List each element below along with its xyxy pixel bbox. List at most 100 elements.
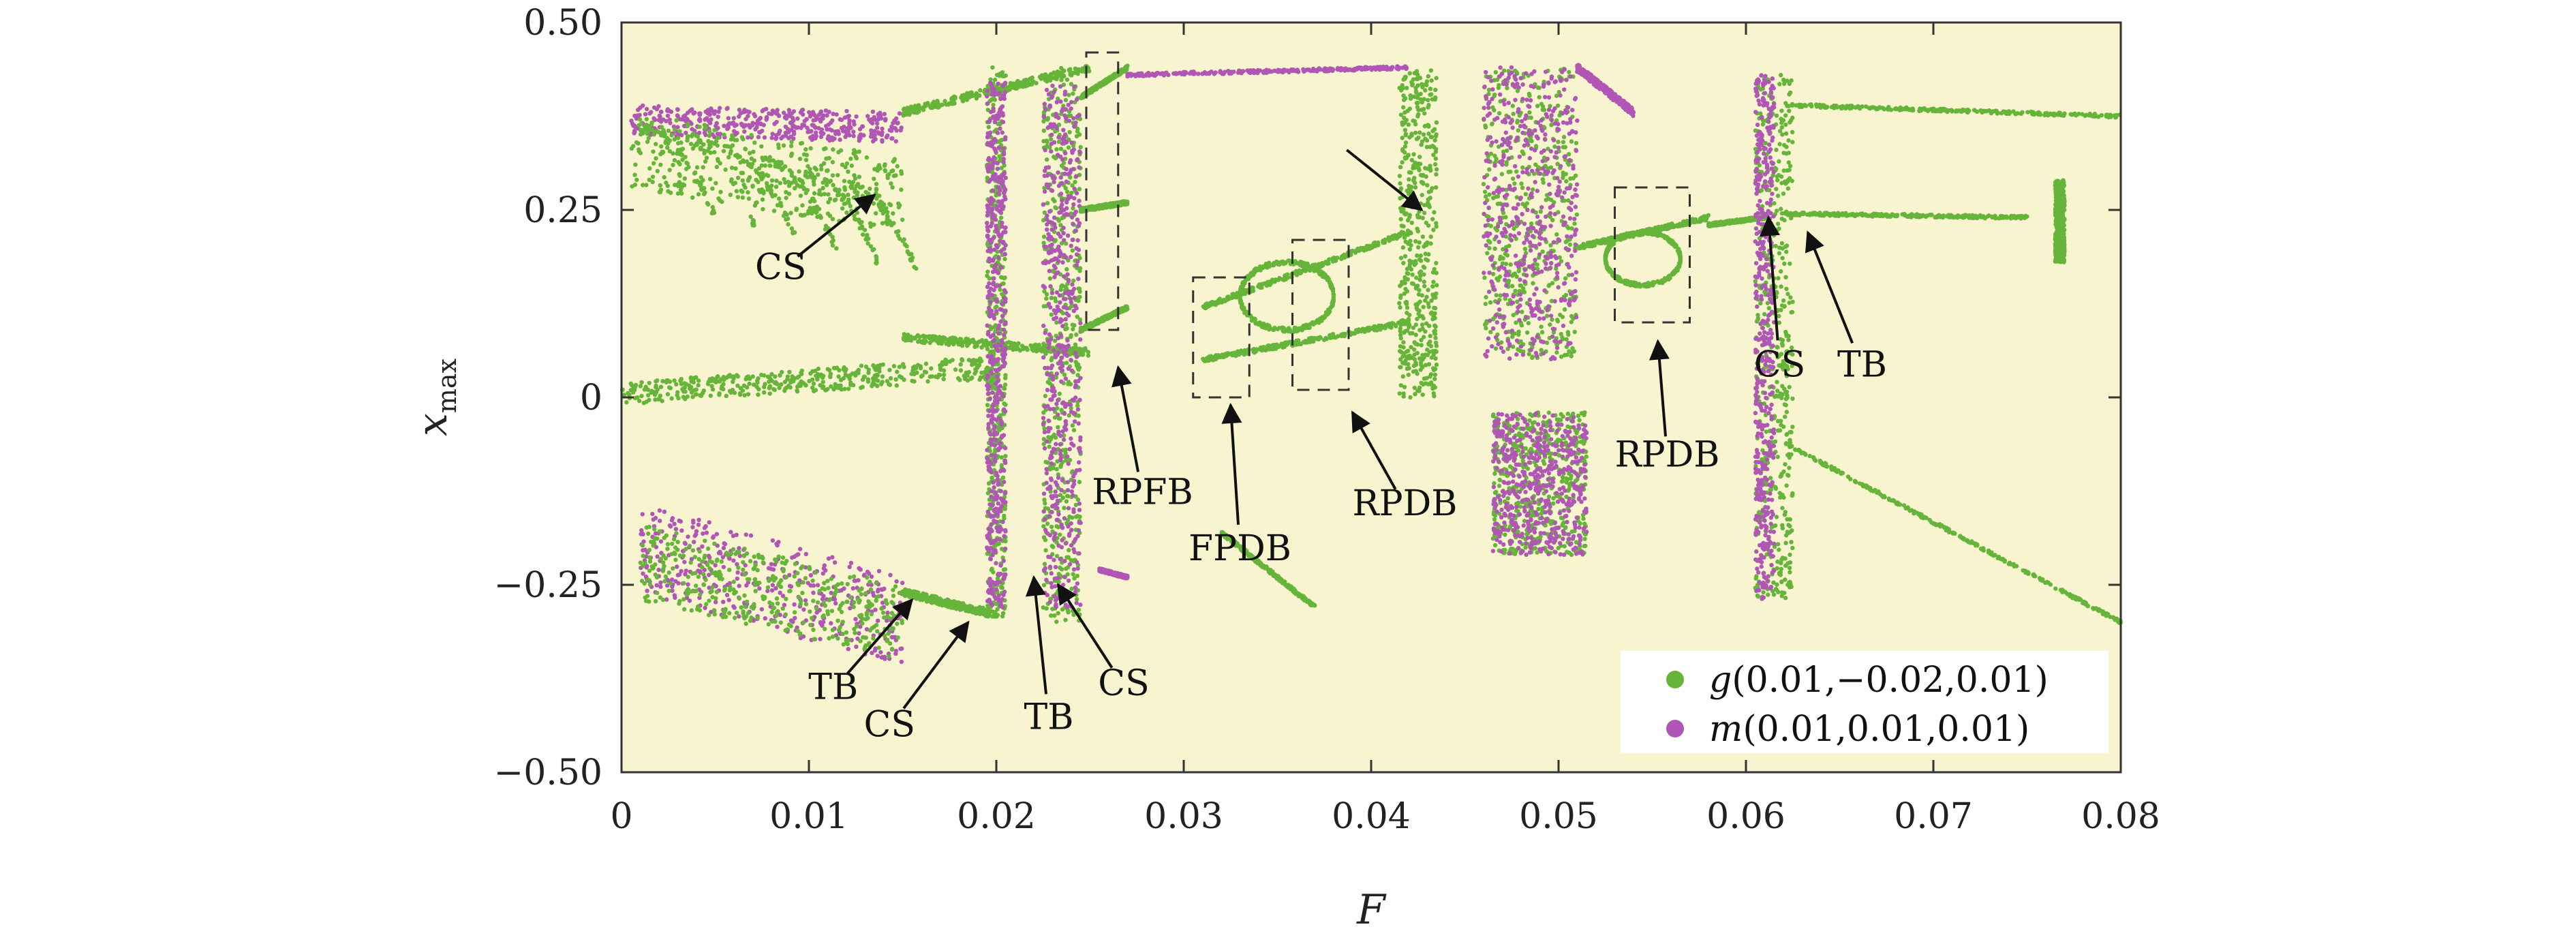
data-point xyxy=(992,457,998,462)
data-point xyxy=(742,593,747,598)
data-point xyxy=(1002,333,1007,337)
data-point xyxy=(1067,446,1072,452)
data-point xyxy=(1057,391,1062,396)
data-point xyxy=(1001,146,1006,151)
data-point xyxy=(645,139,650,144)
data-point xyxy=(859,592,864,597)
data-point xyxy=(935,375,940,380)
data-point xyxy=(645,588,649,593)
data-point xyxy=(1071,567,1077,572)
data-point xyxy=(828,120,833,125)
data-point xyxy=(1049,358,1054,363)
data-point xyxy=(880,362,886,367)
data-point xyxy=(1002,93,1007,98)
data-point xyxy=(998,215,1004,220)
data-point xyxy=(1056,425,1060,429)
data-point xyxy=(820,586,825,591)
data-point xyxy=(691,518,696,523)
data-point xyxy=(808,199,813,204)
data-point xyxy=(1054,442,1058,446)
data-point xyxy=(832,592,837,597)
data-point xyxy=(674,118,679,123)
data-point xyxy=(735,570,740,575)
data-point xyxy=(644,106,649,112)
data-point xyxy=(1003,402,1008,407)
data-point xyxy=(676,396,681,401)
data-point xyxy=(789,378,794,382)
data-point xyxy=(714,138,719,144)
data-point xyxy=(990,207,995,211)
data-point xyxy=(994,470,999,475)
data-point xyxy=(801,187,807,192)
data-point xyxy=(934,335,939,339)
data-point xyxy=(1044,138,1049,143)
data-point xyxy=(993,581,998,585)
data-point xyxy=(767,391,772,396)
data-point xyxy=(1059,65,1064,71)
data-point xyxy=(803,551,809,557)
data-point xyxy=(691,111,696,116)
data-point xyxy=(1067,130,1072,135)
data-point xyxy=(842,185,847,190)
data-point xyxy=(769,178,775,183)
data-point xyxy=(647,166,652,171)
data-point xyxy=(748,151,752,155)
data-point xyxy=(666,189,671,194)
data-point xyxy=(868,628,873,633)
data-point xyxy=(1071,309,1077,314)
data-point xyxy=(993,508,998,513)
data-point xyxy=(1055,69,1060,74)
data-point xyxy=(847,133,852,138)
data-point xyxy=(887,382,891,386)
data-point xyxy=(1000,596,1005,602)
data-point xyxy=(953,367,958,372)
data-point xyxy=(716,115,720,119)
data-point xyxy=(990,174,996,179)
data-point xyxy=(1049,290,1055,295)
data-point xyxy=(756,187,762,192)
data-point xyxy=(774,613,779,618)
data-point xyxy=(1047,514,1052,519)
data-point xyxy=(1071,427,1077,433)
data-point xyxy=(632,131,637,136)
data-point xyxy=(1058,84,1063,89)
data-point xyxy=(703,538,707,543)
data-point xyxy=(647,127,653,132)
data-point xyxy=(768,163,773,168)
data-point xyxy=(923,361,929,366)
data-point xyxy=(851,130,856,134)
data-point xyxy=(1075,566,1080,571)
data-point xyxy=(874,121,880,126)
data-point xyxy=(1045,531,1050,536)
data-point xyxy=(857,127,863,132)
data-point xyxy=(1062,558,1067,564)
data-point xyxy=(776,113,782,119)
data-point xyxy=(755,615,761,621)
data-point xyxy=(821,620,826,624)
data-point xyxy=(751,221,756,226)
data-point xyxy=(1056,270,1060,275)
data-point xyxy=(995,245,1000,249)
data-point xyxy=(994,299,999,304)
data-point xyxy=(920,339,925,344)
data-point xyxy=(987,179,992,184)
data-point xyxy=(707,598,711,603)
data-point xyxy=(999,420,1005,425)
data-point xyxy=(964,338,969,343)
data-point xyxy=(738,111,743,116)
data-point xyxy=(803,157,809,162)
data-point xyxy=(665,145,670,150)
data-point xyxy=(740,178,746,183)
data-point xyxy=(739,121,744,126)
data-point xyxy=(960,97,965,102)
data-point xyxy=(988,557,994,562)
data-point xyxy=(985,376,990,381)
data-point xyxy=(1058,175,1063,180)
data-point xyxy=(1064,566,1069,571)
data-point xyxy=(692,533,697,538)
data-point xyxy=(1075,259,1080,264)
data-point xyxy=(710,585,715,590)
data-point xyxy=(992,119,998,125)
data-point xyxy=(853,150,859,155)
data-point xyxy=(991,409,996,414)
